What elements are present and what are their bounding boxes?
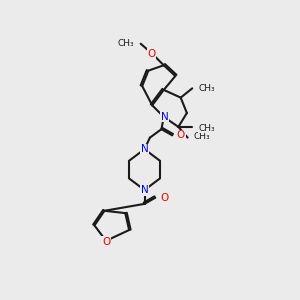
Text: N: N [141,185,148,195]
Text: CH₃: CH₃ [194,132,210,141]
Text: O: O [177,130,185,140]
Text: O: O [102,237,110,247]
Text: O: O [160,193,168,203]
Text: N: N [141,144,148,154]
Text: O: O [147,49,156,59]
Text: CH₃: CH₃ [198,84,215,93]
Text: CH₃: CH₃ [198,124,215,133]
Text: N: N [161,112,168,122]
Text: CH₃: CH₃ [118,39,134,48]
